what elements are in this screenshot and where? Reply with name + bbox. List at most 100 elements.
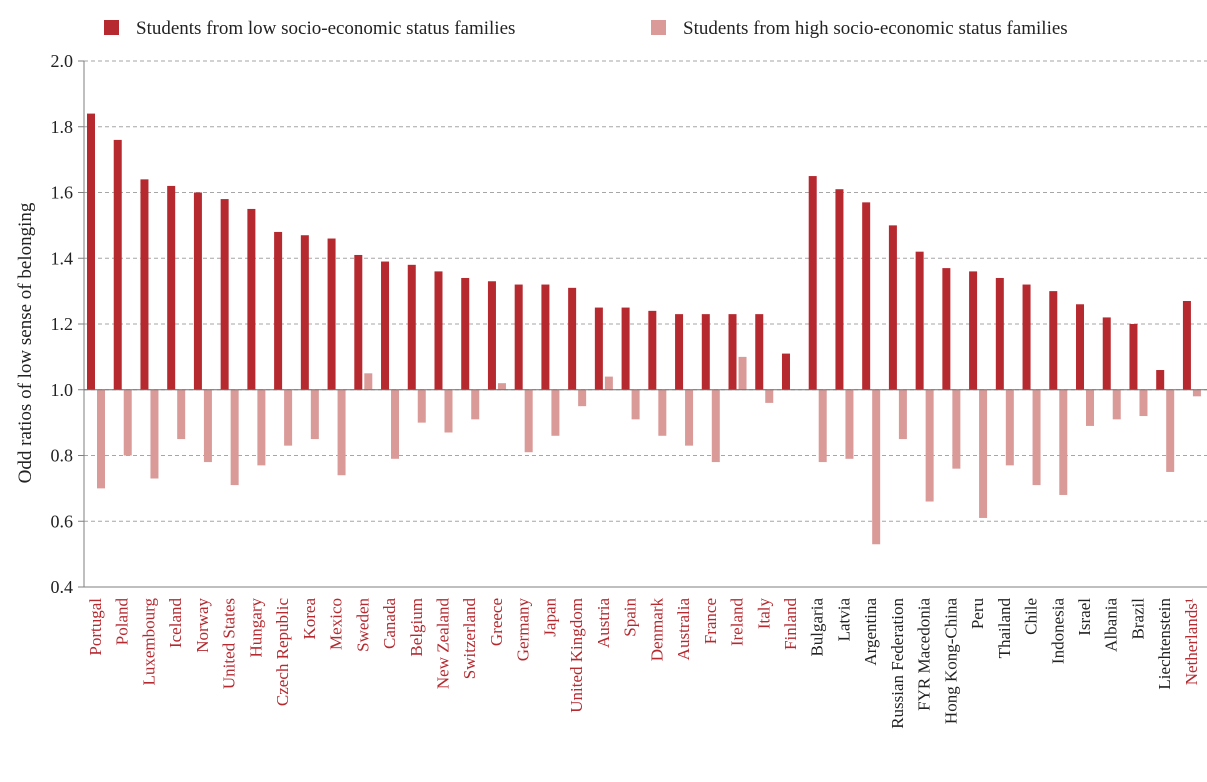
bar-high-ses [1192, 389, 1201, 397]
bar-low-ses [1182, 300, 1191, 390]
bar-high-ses [1086, 389, 1095, 426]
y-tick-label: 1.8 [51, 117, 74, 137]
bar-low-ses [862, 202, 871, 390]
bars [87, 113, 1201, 545]
bar-low-ses [594, 307, 603, 390]
bar-low-ses [274, 231, 283, 390]
y-axis-title: Odd ratios of low sense of belonging [15, 202, 36, 483]
bar-low-ses [888, 225, 897, 390]
legend-swatch-low-ses [104, 20, 119, 35]
legend-label-high-ses: Students from high socio-economic status… [683, 18, 1068, 39]
x-tick-label: Czech Republic [273, 598, 292, 707]
x-tick-label: Liechtenstein [1155, 598, 1174, 690]
bar-low-ses [942, 268, 951, 390]
legend-swatch-high-ses [651, 20, 666, 35]
bar-low-ses [220, 199, 229, 390]
x-tick-label: Thailand [995, 598, 1014, 659]
bar-high-ses [1112, 389, 1121, 420]
legend-label-low-ses: Students from low socio-economic status … [136, 18, 515, 39]
x-tick-label: Japan [540, 598, 559, 637]
bar-high-ses [203, 389, 212, 463]
bar-low-ses [487, 281, 496, 390]
x-tick-label: Poland [113, 598, 132, 646]
bar-low-ses [300, 235, 309, 390]
x-tick-label: Brazil [1129, 598, 1148, 640]
bar-low-ses [140, 179, 149, 390]
x-tick-label: Norway [193, 598, 212, 653]
bar-high-ses [658, 389, 667, 436]
bar-high-ses [1166, 389, 1175, 472]
x-tick-label: Australia [674, 598, 693, 661]
bar-low-ses [648, 310, 657, 390]
y-tick-label: 0.4 [51, 577, 74, 597]
bar-high-ses [150, 389, 159, 479]
x-tick-label: Sweden [353, 598, 372, 652]
bar-low-ses [87, 113, 95, 390]
bar-high-ses [230, 389, 239, 486]
legend: Students from low socio-economic status … [104, 18, 1068, 39]
bar-low-ses [915, 251, 924, 390]
x-tick-label: Indonesia [1048, 598, 1067, 665]
bar-high-ses [578, 389, 587, 407]
bar-high-ses [1059, 389, 1068, 495]
bar-high-ses [631, 389, 640, 420]
bar-low-ses [247, 208, 256, 390]
x-tick-label: Finland [781, 598, 800, 650]
bar-low-ses [193, 192, 202, 390]
x-tick-label: France [701, 598, 720, 644]
x-tick-label: Belgium [407, 598, 426, 657]
bar-high-ses [391, 389, 400, 459]
bar-high-ses [711, 389, 720, 463]
x-tick-label: Russian Federation [888, 598, 907, 729]
bar-high-ses [471, 389, 480, 420]
x-tick-label: Netherlands¹ [1182, 598, 1201, 685]
bar-low-ses [434, 271, 443, 390]
bar-low-ses [1022, 284, 1031, 390]
bar-low-ses [1076, 304, 1085, 390]
y-tick-label: 2.0 [51, 51, 74, 71]
y-tick-label: 1.6 [51, 183, 74, 203]
bar-high-ses [364, 373, 373, 390]
bar-low-ses [461, 277, 470, 390]
y-tick-label: 1.4 [51, 248, 74, 268]
x-tick-label: Germany [514, 598, 533, 662]
bar-low-ses [755, 314, 764, 390]
bar-high-ses [765, 389, 774, 403]
bar-low-ses [728, 314, 737, 390]
x-tick-label: Greece [487, 598, 506, 646]
bar-low-ses [995, 277, 1004, 390]
x-tick-label: Chile [1022, 598, 1041, 635]
x-tick-label: Ireland [728, 598, 747, 647]
bar-high-ses [604, 376, 613, 390]
bar-low-ses [969, 271, 978, 390]
x-tick-label: Israel [1075, 598, 1094, 636]
x-tick-label: Canada [380, 598, 399, 649]
bar-high-ses [979, 389, 988, 518]
bar-high-ses [551, 389, 560, 436]
bar-high-ses [123, 389, 132, 456]
x-tick-label: Hungary [246, 598, 265, 658]
x-tick-label: Spain [621, 598, 640, 637]
bar-high-ses [177, 389, 186, 440]
bar-high-ses [872, 389, 881, 545]
bar-high-ses [284, 389, 293, 446]
x-tick-label: Switzerland [460, 598, 479, 680]
bar-high-ses [1139, 389, 1148, 417]
y-tick-label: 0.8 [51, 446, 74, 466]
bar-high-ses [257, 389, 266, 466]
x-tick-label: Peru [968, 598, 987, 630]
bar-low-ses [1049, 291, 1058, 390]
y-tick-label: 0.6 [51, 511, 74, 531]
bar-high-ses [685, 389, 694, 446]
x-tick-label: United Kingdom [567, 598, 586, 713]
x-tick-label: United States [220, 598, 239, 689]
x-tick-label: Italy [754, 598, 773, 630]
bar-low-ses [354, 254, 363, 390]
x-tick-label: Latvia [834, 598, 853, 642]
x-tick-label: Denmark [647, 598, 666, 662]
bar-high-ses [417, 389, 426, 423]
x-axis-labels: Portugal Poland Luxembourg Iceland Norway Uni… [86, 598, 1201, 729]
bar-high-ses [524, 389, 533, 453]
bar-low-ses [327, 238, 336, 390]
